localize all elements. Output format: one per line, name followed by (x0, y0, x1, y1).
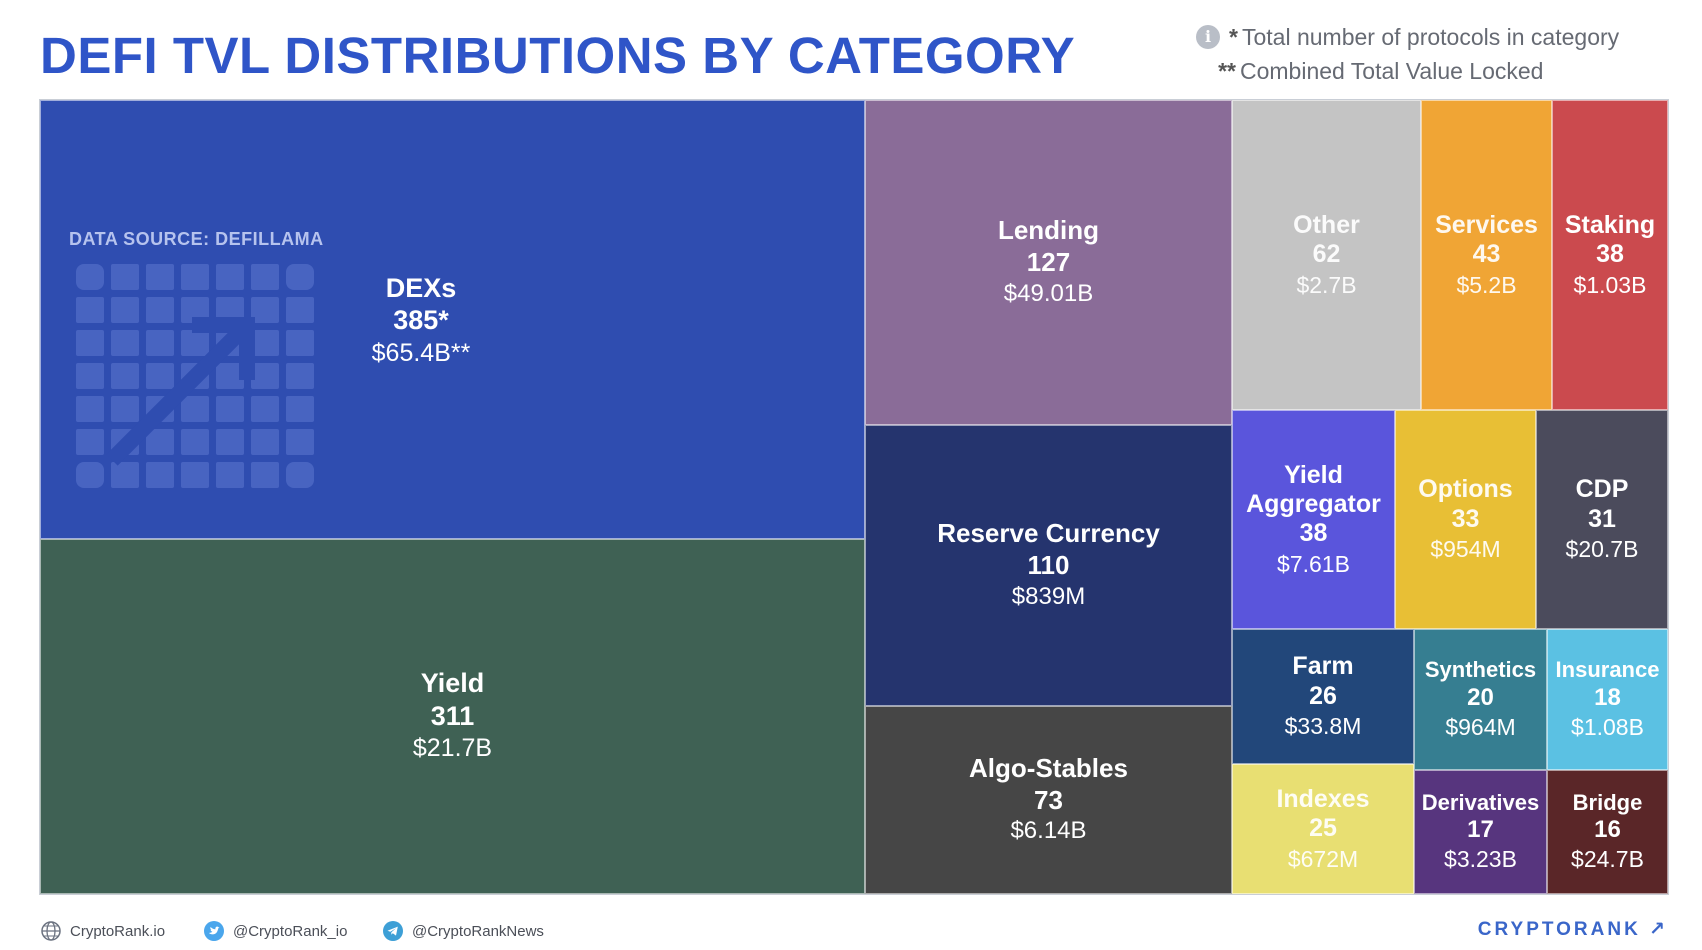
tile-tvl: $7.61B (1277, 550, 1350, 577)
defillama-grid-logo (76, 264, 315, 488)
tile-protocol-count: 33 (1451, 504, 1480, 533)
tile-protocol-count: 73 (1034, 784, 1063, 815)
tile-yield: Yield 311 $21.7B (40, 539, 865, 894)
tile-dexs: DATA SOURCE: DEFILLAMA DEXs 385* $65.4B** (40, 100, 865, 539)
telegram-icon (383, 921, 403, 941)
tile-protocol-count: 62 (1312, 240, 1341, 269)
chart-title: DEFI TVL DISTRIBUTIONS BY CATEGORY (40, 27, 1076, 84)
footer-telegram[interactable]: @CryptoRankNews (382, 920, 544, 942)
data-source-watermark: DATA SOURCE: DEFILLAMA (69, 229, 324, 501)
tile-options: Options 33 $954M (1395, 410, 1536, 629)
tile-protocol-count: 38 (1299, 519, 1328, 548)
tile-name: Derivatives (1421, 789, 1540, 815)
tile-protocol-count: 43 (1472, 240, 1501, 269)
tile-protocol-count: 127 (1026, 247, 1071, 278)
brand-logo[interactable]: CRYPTORANK ↗ (1477, 919, 1668, 940)
tile-tvl: $1.03B (1573, 271, 1647, 298)
tile-derivatives: Derivatives 17 $3.23B (1414, 770, 1547, 894)
note-tvl-marker: ** (1218, 58, 1236, 84)
data-source-label: DATA SOURCE: DEFILLAMA (69, 229, 324, 249)
tile-protocol-count: 25 (1309, 814, 1337, 843)
tile-bridge: Bridge 16 $24.7B (1547, 770, 1668, 894)
tile-name: Services (1435, 210, 1538, 239)
tile-tvl: $6.14B (1010, 817, 1087, 845)
globe-icon (41, 921, 61, 941)
tile-name: Yield (420, 668, 485, 699)
tile-protocol-count: 26 (1309, 681, 1337, 710)
tile-protocol-count: 18 (1594, 683, 1621, 711)
note-tvl: ** Combined Total Value Locked (1196, 54, 1619, 88)
tile-lending: Lending 127 $49.01B (865, 100, 1232, 425)
tile-name: Bridge (1572, 789, 1643, 815)
tile-farm: Farm 26 $33.8M (1232, 629, 1414, 764)
tile-name: CDP (1575, 475, 1629, 504)
note-protocols-marker: * (1229, 24, 1238, 50)
tile-algo-stables: Algo-Stables 73 $6.14B (865, 706, 1232, 894)
tile-name: Other (1293, 210, 1360, 239)
tile-name: Lending (997, 215, 1100, 246)
tile-protocol-count: 311 (430, 700, 475, 731)
tile-reserve-currency: Reserve Currency 110 $839M (865, 425, 1232, 706)
tile-name: Synthetics (1424, 657, 1537, 683)
tile-name: Indexes (1276, 784, 1370, 813)
tile-tvl: $1.08B (1571, 713, 1644, 740)
tile-tvl: $5.2B (1456, 271, 1517, 298)
info-icon: i (1196, 25, 1220, 49)
tile-indexes: Indexes 25 $672M (1232, 764, 1414, 894)
tile-protocol-count: 16 (1594, 816, 1621, 844)
tile-synthetics: Synthetics 20 $964M (1414, 629, 1547, 770)
tile-protocol-count: 17 (1467, 816, 1494, 844)
tile-name: Yield Aggregator (1246, 460, 1381, 518)
tile-staking: Staking 38 $1.03B (1552, 100, 1668, 410)
tile-tvl: $954M (1430, 536, 1501, 563)
footer-twitter[interactable]: @CryptoRank_io (203, 920, 347, 942)
footer-website-label: CryptoRank.io (70, 922, 166, 940)
tile-tvl: $21.7B (412, 734, 493, 763)
tile-cdp: CDP 31 $20.7B (1536, 410, 1668, 629)
treemap-chart: DATA SOURCE: DEFILLAMA DEXs 385* $65.4B** Yi… (39, 99, 1669, 895)
footer-telegram-label: @CryptoRankNews (412, 922, 544, 940)
tile-other: Other 62 $2.7B (1232, 100, 1421, 410)
tile-tvl: $20.7B (1565, 536, 1639, 563)
tile-tvl: $33.8M (1284, 713, 1362, 740)
note-protocols-text: Total number of protocols in category (1242, 24, 1620, 50)
tile-protocol-count: 110 (1027, 550, 1070, 581)
tile-tvl: $839M (1011, 582, 1086, 610)
tile-services: Services 43 $5.2B (1421, 100, 1552, 410)
tile-name: DEXs (385, 273, 457, 303)
tile-tvl: $964M (1445, 713, 1516, 740)
tile-protocol-count: 38 (1596, 240, 1624, 269)
footer: CryptoRank.io @CryptoRank_io @CryptoRank… (0, 912, 1702, 948)
footer-website[interactable]: CryptoRank.io (40, 920, 165, 942)
note-protocols: i * Total number of protocols in categor… (1196, 20, 1619, 54)
tile-name: Farm (1292, 652, 1354, 681)
note-tvl-text: Combined Total Value Locked (1240, 58, 1544, 84)
legend-notes: i * Total number of protocols in categor… (1196, 20, 1619, 88)
twitter-icon (204, 921, 224, 941)
tile-tvl: $672M (1287, 845, 1359, 872)
tile-protocol-count: 31 (1588, 504, 1616, 533)
tile-tvl: $65.4B** (371, 338, 471, 367)
tile-name: Reserve Currency (937, 518, 1160, 549)
tile-protocol-count: 20 (1467, 683, 1494, 711)
tile-tvl: $49.01B (1003, 279, 1094, 307)
tile-protocol-count: 385* (393, 305, 449, 336)
tile-yield-aggregator: Yield Aggregator 38 $7.61B (1232, 410, 1395, 629)
footer-twitter-label: @CryptoRank_io (233, 922, 348, 940)
tile-name: Staking (1564, 210, 1656, 239)
tile-tvl: $24.7B (1571, 846, 1644, 873)
tile-insurance: Insurance 18 $1.08B (1547, 629, 1668, 770)
tile-name: Insurance (1555, 657, 1660, 683)
tile-name: Options (1418, 475, 1513, 504)
dexs-label-group: DEXs 385* $65.4B** (341, 273, 501, 369)
tile-tvl: $2.7B (1296, 271, 1357, 298)
tile-tvl: $3.23B (1444, 846, 1517, 873)
tile-name: Algo-Stables (969, 752, 1128, 783)
